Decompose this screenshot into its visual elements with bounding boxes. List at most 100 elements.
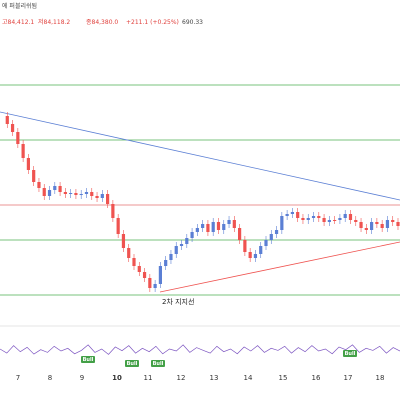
candle-body xyxy=(26,158,30,170)
candle-body xyxy=(327,220,331,222)
bull-tag xyxy=(81,356,95,363)
candle-body xyxy=(259,246,263,254)
oscillator-pane[interactable]: Bull Bull Bull Bull xyxy=(0,325,400,367)
candle-body xyxy=(264,240,268,246)
candle-body xyxy=(79,194,83,195)
oscillator-line xyxy=(0,344,400,355)
candle-body xyxy=(296,212,300,218)
candle-body xyxy=(37,182,41,188)
candle-body xyxy=(100,194,104,198)
candle-body xyxy=(121,234,126,248)
x-tick-label: 14 xyxy=(244,374,253,382)
x-tick-label: 8 xyxy=(48,374,52,382)
bull-tag xyxy=(125,360,139,367)
candle-body xyxy=(227,220,231,224)
candle-body xyxy=(348,214,353,220)
header-open: 고84,412.1 xyxy=(2,19,34,26)
candle-body xyxy=(5,116,9,124)
candle-body xyxy=(148,278,152,288)
candle-body xyxy=(211,222,215,232)
candle-body xyxy=(32,170,36,182)
x-tick-label: 10 xyxy=(112,374,122,382)
candle-body xyxy=(153,284,157,288)
candle-body xyxy=(158,266,162,284)
annotation-2nd-support: 2차 지지선 xyxy=(162,297,194,306)
candle-body xyxy=(322,218,326,222)
x-tick-label: 18 xyxy=(376,374,385,382)
candle-body xyxy=(106,194,110,204)
candle-body xyxy=(396,222,400,226)
candle-body xyxy=(111,204,115,218)
candle-body xyxy=(274,230,279,234)
candle-body xyxy=(63,192,67,194)
candle-body xyxy=(179,244,184,246)
candle-body xyxy=(375,222,379,224)
candle-body xyxy=(69,193,73,194)
candle-body xyxy=(280,216,284,230)
candle-body xyxy=(306,218,310,220)
candle-body xyxy=(391,220,395,222)
candle-body xyxy=(290,212,294,214)
candle-body xyxy=(164,260,168,266)
bull-tag xyxy=(151,360,165,367)
header-change: +211.1 (+0.25%) xyxy=(126,19,179,26)
bull-tag xyxy=(343,350,357,357)
x-tick-label: 12 xyxy=(177,374,186,382)
candle-body xyxy=(47,190,52,196)
candle-body xyxy=(359,222,363,228)
candle-body xyxy=(201,224,205,228)
candle-body xyxy=(385,220,390,228)
candle-body xyxy=(185,238,189,244)
candle-body xyxy=(190,232,194,238)
x-tick-label: 15 xyxy=(279,374,288,382)
candle-body xyxy=(132,258,136,266)
x-tick-label: 17 xyxy=(344,374,353,382)
candle-body xyxy=(338,218,342,220)
candle-body xyxy=(238,228,242,240)
candle-body xyxy=(232,220,236,228)
candle-body xyxy=(137,266,141,272)
candle-body xyxy=(253,254,258,258)
candle-body xyxy=(269,234,273,240)
header-title: 에 퍼블리쉬됨 xyxy=(2,2,37,10)
candle-body xyxy=(169,254,173,260)
x-tick-label: 9 xyxy=(80,374,84,382)
candle-body xyxy=(142,272,147,278)
candle-body xyxy=(248,252,252,258)
candle-body xyxy=(354,220,358,222)
candle-body xyxy=(206,224,210,232)
candle-body xyxy=(42,188,46,196)
x-tick-label: 13 xyxy=(210,374,219,382)
bull-tag-label: Bull xyxy=(153,361,164,367)
x-tick-label: 16 xyxy=(312,374,321,382)
candle-body xyxy=(311,216,316,218)
candle-body xyxy=(285,214,289,216)
candle-body xyxy=(174,246,178,254)
candle-body xyxy=(95,196,99,198)
candle-body xyxy=(58,186,62,192)
candle-body xyxy=(127,248,131,258)
candle-series xyxy=(5,112,400,292)
header-close: 종84,380.0 xyxy=(86,19,118,26)
candle-body xyxy=(370,222,374,230)
candle-body xyxy=(21,144,25,158)
candle-body xyxy=(380,224,384,228)
bull-signals: Bull Bull Bull Bull xyxy=(81,350,357,367)
candle-body xyxy=(364,228,368,230)
bull-tag-label: Bull xyxy=(83,357,94,363)
upper-trendline xyxy=(0,111,400,201)
bull-tag-label: Bull xyxy=(345,351,356,357)
price-pane[interactable]: 2차 지지선 xyxy=(0,84,400,306)
candle-body xyxy=(301,218,305,220)
candle-body xyxy=(53,186,57,190)
candle-body xyxy=(10,124,15,132)
lower-trendline xyxy=(159,241,400,293)
header-high: 저84,118.2 xyxy=(38,18,70,26)
candle-body xyxy=(222,224,226,230)
chart-header: 에 퍼블리쉬됨 고84,412.1 저84,118.2 종84,380.0 +2… xyxy=(2,2,203,26)
candle-body xyxy=(90,192,94,196)
candle-body xyxy=(216,222,221,230)
candle-body xyxy=(84,192,89,194)
x-tick-label: 11 xyxy=(144,374,153,382)
